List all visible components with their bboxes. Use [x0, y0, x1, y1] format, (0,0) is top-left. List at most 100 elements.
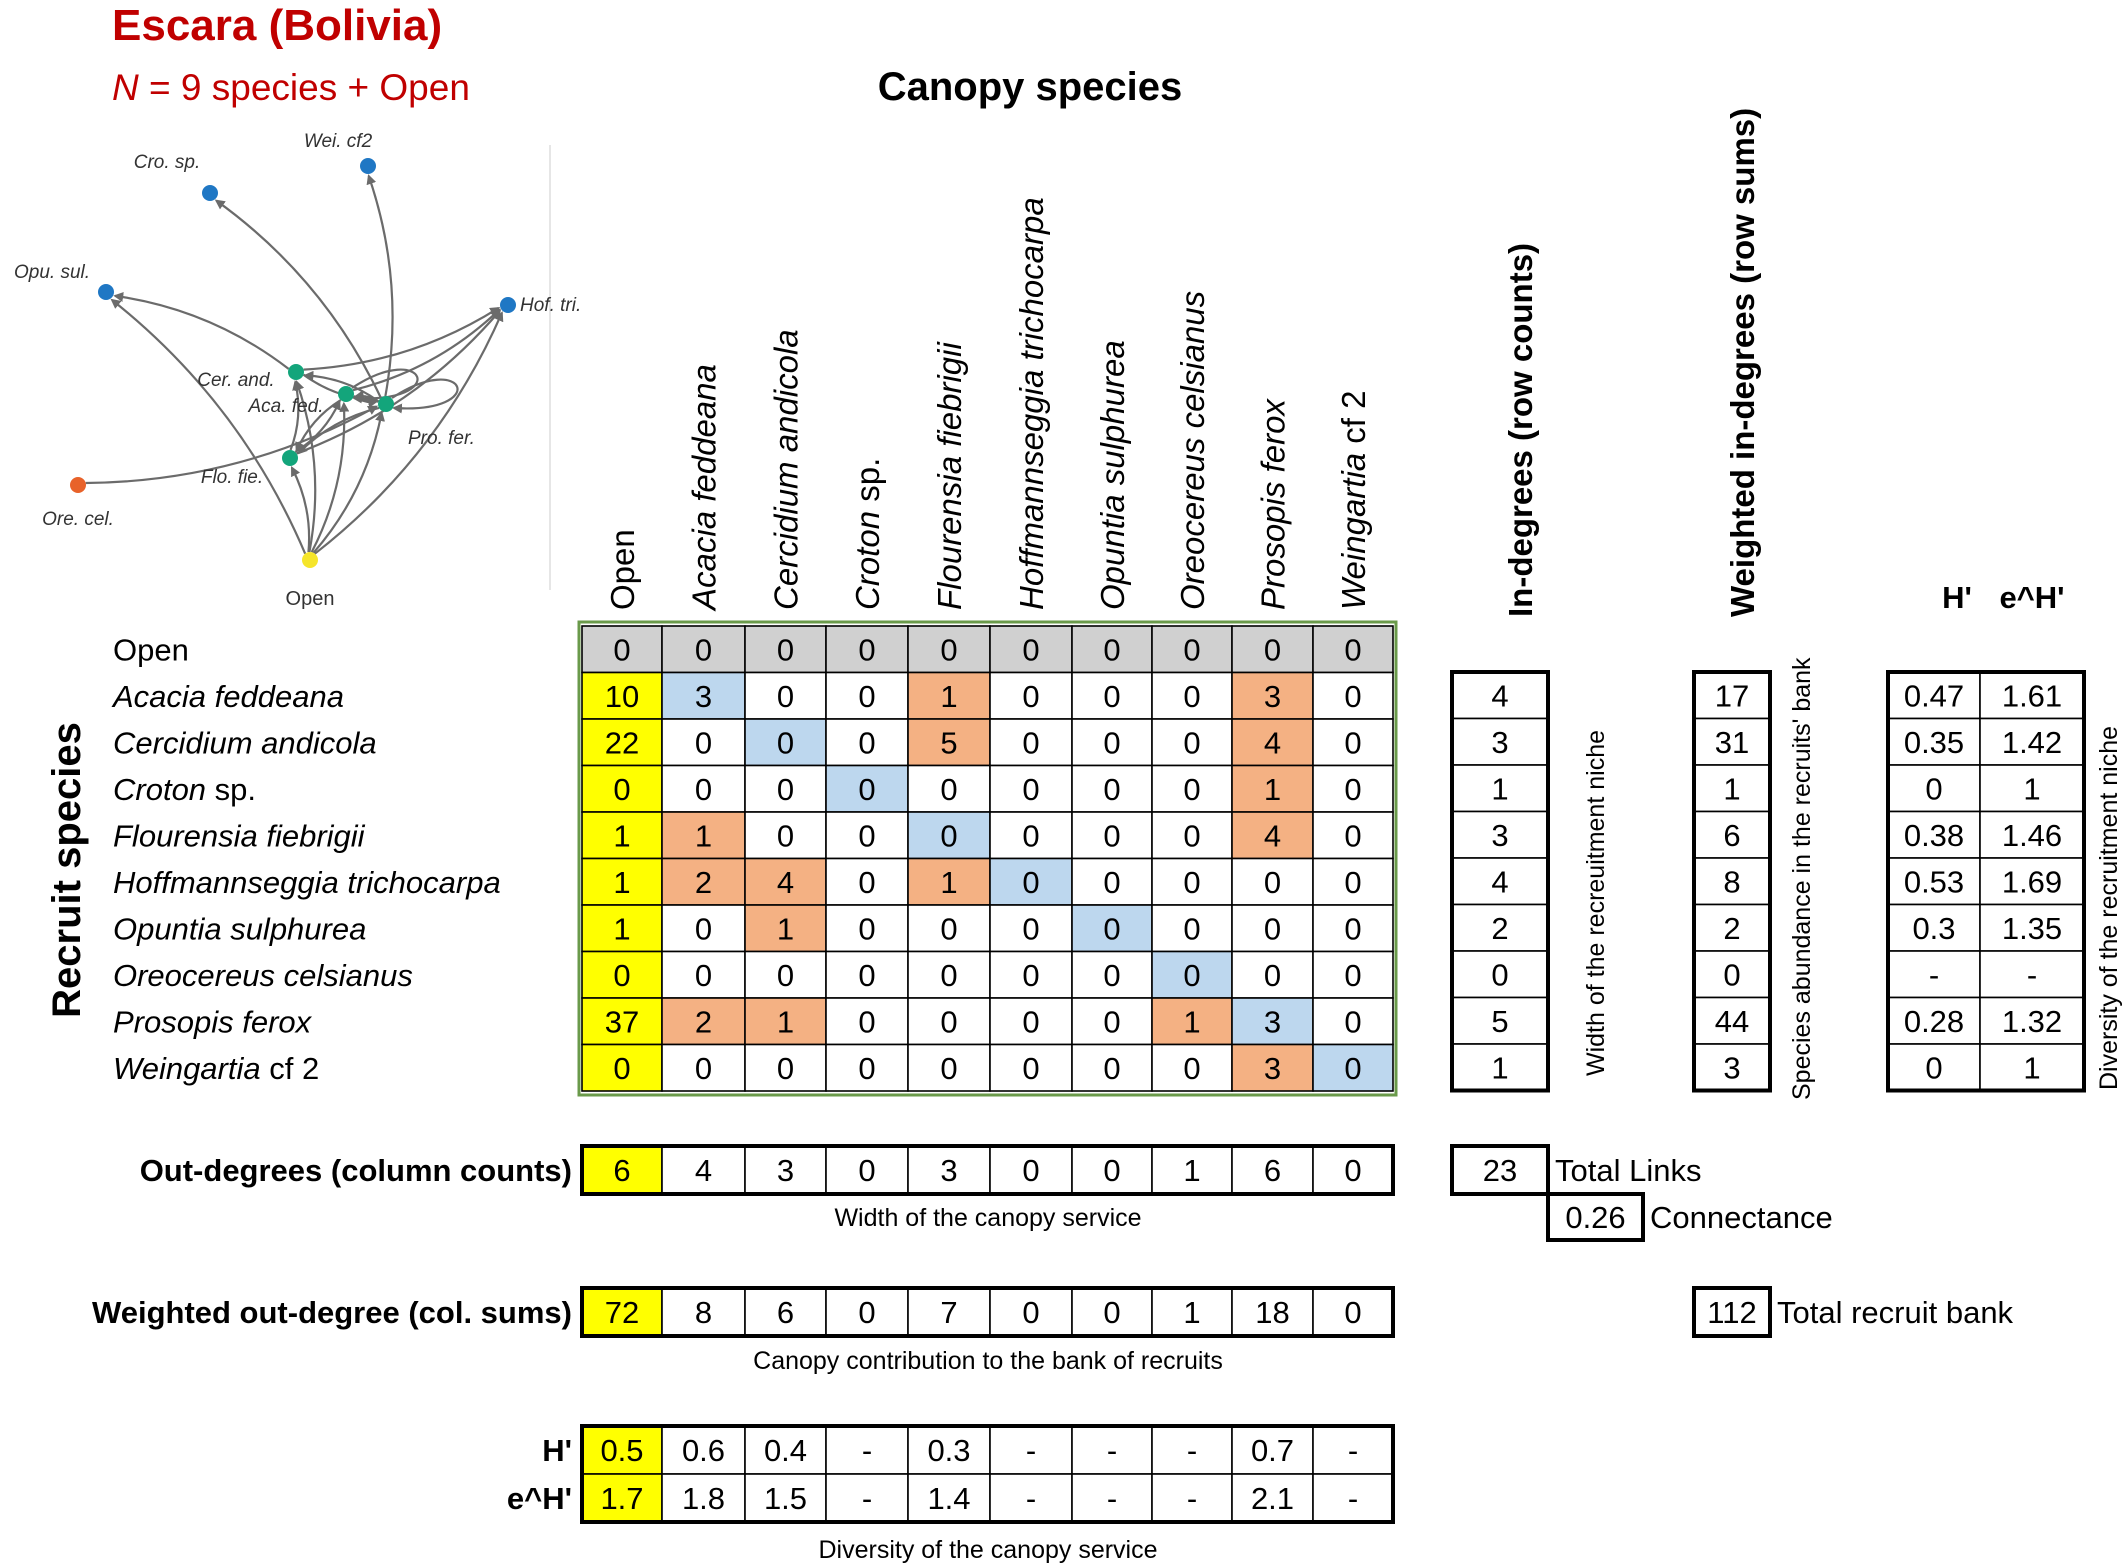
column-header-name: Weingartia — [1335, 453, 1372, 610]
matrix-cell-value: 0 — [1344, 772, 1361, 807]
matrix-cell-value: 0 — [1183, 725, 1200, 760]
matrix-cell-value: 0 — [1103, 818, 1120, 853]
interaction-network-graph: Cro. sp. Wei. cf2 Opu. sul. Hof. tri. Cer. a… — [14, 131, 581, 610]
node-wei — [360, 158, 376, 174]
out-degree-value: 6 — [1264, 1153, 1281, 1188]
matrix-cell-value: 0 — [1183, 1051, 1200, 1086]
canopy-h-value: 0.7 — [1251, 1433, 1294, 1468]
matrix-cell-value: 0 — [1103, 679, 1120, 714]
matrix-cell-value: 0 — [858, 679, 875, 714]
matrix-cell-value: 0 — [1022, 725, 1039, 760]
matrix-cell-value: 3 — [1264, 1051, 1281, 1086]
matrix-cell-value: 0 — [1183, 958, 1200, 993]
matrix-cell-9-0 — [581, 1043, 663, 1092]
matrix-cell-8-3 — [825, 997, 909, 1046]
matrix-cell-value: 0 — [1183, 679, 1200, 714]
matrix-cell-value: 4 — [1264, 818, 1281, 853]
matrix-cell-5-7 — [1151, 857, 1233, 906]
out-degree-value: 4 — [695, 1153, 712, 1188]
matrix-cell-7-3 — [825, 950, 909, 999]
total-links-value: 23 — [1483, 1153, 1517, 1188]
matrix-cell-value: 5 — [940, 725, 957, 760]
matrix-cell-value: 0 — [613, 958, 630, 993]
matrix-cell-value: 0 — [1183, 911, 1200, 946]
matrix-cell-value: 0 — [695, 632, 712, 667]
canopy-eh-cell-4 — [907, 1473, 991, 1523]
matrix-cell-8-8 — [1231, 997, 1314, 1046]
canopy-eh-value: - — [1107, 1481, 1117, 1516]
node-label-cro: Cro. sp. — [134, 152, 201, 173]
matrix-cell-value: 4 — [1264, 725, 1281, 760]
column-header-7: Oreocereus celsianus — [1174, 291, 1211, 610]
column-header-name: Opuntia sulphurea — [1094, 340, 1131, 610]
column-header-6: Opuntia sulphurea — [1094, 340, 1131, 610]
column-header-name: Flourensia fiebrigii — [931, 341, 968, 610]
species-count-text: = 9 species + Open — [139, 67, 470, 108]
matrix-cell-value: 0 — [777, 679, 794, 714]
canopy-species-title: Canopy species — [878, 65, 1183, 109]
matrix-cell-value: 0 — [1022, 818, 1039, 853]
canopy-h-value: - — [1107, 1433, 1117, 1468]
species-count-symbol: N — [112, 67, 139, 108]
weighted-in-degree-value: 17 — [1715, 678, 1749, 713]
matrix-cell-value: 1 — [940, 679, 957, 714]
node-label-aca: Aca. fed. — [248, 396, 324, 417]
weighted-in-degree-value: 3 — [1723, 1050, 1740, 1085]
matrix-cell-1-7 — [1151, 671, 1233, 720]
matrix-cell-value: 0 — [940, 958, 957, 993]
matrix-cell-value: 0 — [1344, 679, 1361, 714]
canopy-h-cell-1 — [661, 1425, 746, 1475]
matrix-cell-value: 0 — [858, 632, 875, 667]
total-recruit-bank-label: Total recruit bank — [1777, 1295, 2014, 1330]
matrix-cell-1-6 — [1071, 671, 1153, 720]
matrix-cell-6-6 — [1071, 904, 1153, 953]
canopy-h-cell-7 — [1151, 1425, 1233, 1475]
row-label-name: Prosopis ferox — [113, 1004, 313, 1039]
canopy-eh-value: - — [1348, 1481, 1358, 1516]
column-header-suffix: cf 2 — [1335, 391, 1372, 453]
canopy-h-value: - — [1187, 1433, 1197, 1468]
matrix-cell-value: 0 — [613, 632, 630, 667]
matrix-cell-value: 0 — [1264, 911, 1281, 946]
canopy-eh-value: 1.4 — [927, 1481, 970, 1516]
in-degree-value: 5 — [1491, 1004, 1508, 1039]
matrix-cell-value: 0 — [940, 632, 957, 667]
out-degree-label: Out-degrees (column counts) — [140, 1153, 572, 1188]
matrix-cell-1-2 — [744, 671, 827, 720]
node-cer — [288, 364, 304, 380]
in-degree-value: 4 — [1491, 678, 1508, 713]
column-header-name: Cercidium andicola — [768, 329, 805, 610]
in-degree-cell-3 — [1451, 764, 1549, 813]
canopy-diversity-frame — [580, 1424, 1395, 1524]
matrix-cell-value: 1 — [777, 911, 794, 946]
in-degree-value: 2 — [1491, 911, 1508, 946]
matrix-cell-value: 0 — [1344, 725, 1361, 760]
canopy-h-value: - — [862, 1433, 872, 1468]
recruit-eh-value: - — [2027, 957, 2037, 992]
weighted-out-degree-caption: Canopy contribution to the bank of recru… — [753, 1347, 1223, 1375]
recruit-h-value: 0 — [1925, 771, 1942, 806]
matrix-cell-3-5 — [989, 764, 1073, 813]
matrix-cell-0-2 — [744, 625, 827, 674]
matrix-cell-3-1 — [661, 764, 746, 813]
weighted-in-degree-cell-7 — [1693, 950, 1771, 999]
edge-flo-to-cer — [289, 380, 302, 451]
matrix-cell-9-1 — [661, 1043, 746, 1092]
recruit-diversity-frame — [1886, 670, 2086, 1093]
out-degree-value: 6 — [613, 1153, 630, 1188]
matrix-cell-value: 1 — [613, 818, 630, 853]
edge-aca-to-hof — [352, 308, 501, 392]
row-label-4: Flourensia fiebrigii — [113, 818, 366, 853]
matrix-cell-7-2 — [744, 950, 827, 999]
canopy-eh-cell-0 — [581, 1473, 663, 1523]
weighted-out-degree-cell-3 — [825, 1287, 909, 1337]
weighted-out-degree-value: 1 — [1183, 1295, 1200, 1330]
recruit-h-header: H' — [1942, 580, 1972, 615]
matrix-cell-4-3 — [825, 811, 909, 860]
weighted-in-degree-value: 44 — [1715, 1004, 1749, 1039]
canopy-h-cell-5 — [989, 1425, 1073, 1475]
edge-ore-to-pro — [85, 405, 379, 485]
edge-open-to-aca — [310, 401, 350, 553]
matrix-cell-9-2 — [744, 1043, 827, 1092]
matrix-cell-value: 0 — [1183, 818, 1200, 853]
